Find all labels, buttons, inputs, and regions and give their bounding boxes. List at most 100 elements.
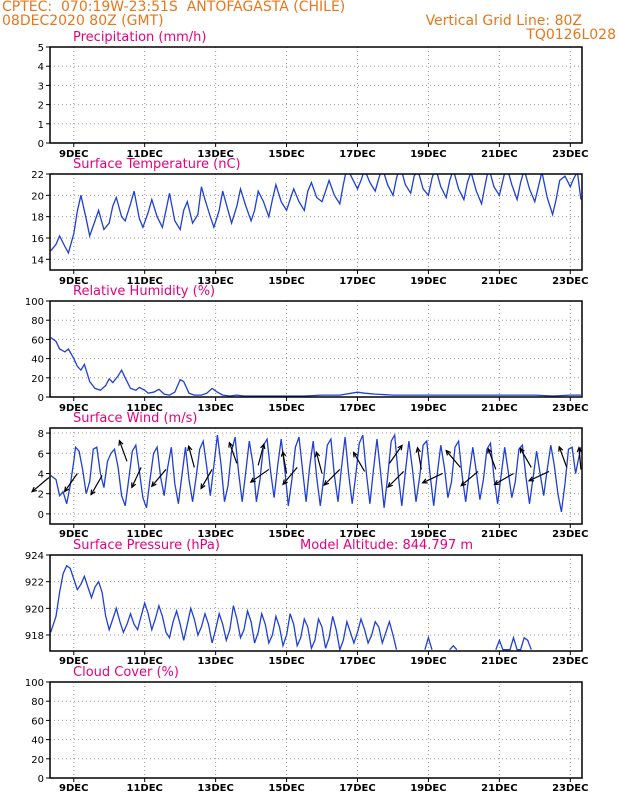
precip-xtick-label: 15DEC [268, 149, 304, 160]
cloud-panel: 0 20 40 60 80 100 9DEC 11DEC 13DEC 15DEC 17DEC 19DE… [25, 665, 589, 794]
wind-arrow-shaft [558, 446, 568, 468]
wind-arrow-head [249, 477, 256, 483]
wind-xtick-label: 15DEC [268, 529, 304, 540]
pressure-ytick-label: 922 [25, 578, 44, 589]
wind-arrow [314, 450, 323, 474]
rh-ytick-label: 40 [31, 355, 44, 366]
wind-arrow-shaft [388, 445, 403, 464]
wind-arrow [131, 467, 142, 489]
wind-arrow-shaft [131, 467, 142, 488]
wind-ytick-label: 2 [38, 490, 44, 501]
rh-xtick-label: 21DEC [481, 403, 517, 414]
wind-arrow-head [460, 480, 467, 487]
wind-arrow-head [558, 445, 564, 452]
pressure-xtick-label: 23DEC [552, 656, 588, 667]
cloud-xtick-label: 13DEC [197, 783, 233, 794]
precip-ytick-label: 1 [38, 120, 44, 131]
wind-frame [49, 427, 583, 525]
temp-xtick-label: 19DEC [410, 276, 446, 287]
rh-xtick-label: 23DEC [552, 403, 588, 414]
pressure-frame [49, 554, 583, 652]
wind-arrow-head [323, 480, 330, 486]
rh-ytick-label: 20 [31, 374, 44, 385]
wind-arrow-shaft [315, 452, 323, 474]
cloud-ytick-label: 100 [25, 678, 44, 689]
wind-arrow-head [200, 483, 206, 490]
wind-arrow [352, 451, 366, 472]
wind-arrow-head [314, 450, 321, 458]
header-grid-line: Vertical Grid Line: 80Z [425, 13, 582, 29]
pressure-xtick-label: 17DEC [339, 656, 375, 667]
cloud-ytick-label: 20 [31, 755, 44, 766]
precip-panel: 0 1 2 3 4 5 9DEC 11DEC 13DEC 15DEC 17DEC 19DEC 21DEC… [38, 30, 589, 160]
cloud-xtick-label: 11DEC [127, 783, 163, 794]
rh-ytick-label: 60 [31, 335, 44, 346]
temp-xtick-label: 13DEC [197, 276, 233, 287]
pressure-series-line-3 [495, 635, 532, 651]
wind-arrow-head [493, 480, 500, 486]
wind-ytick-label: 4 [38, 469, 44, 480]
rh-ytick-label: 100 [25, 297, 44, 308]
rh-xtick-label: 13DEC [197, 403, 233, 414]
wind-arrow [282, 467, 298, 486]
wind-arrow-shaft [250, 468, 270, 483]
wind-arrow-head [527, 476, 535, 482]
wind-arrow [63, 473, 78, 493]
wind-arrow-head [63, 486, 70, 493]
wind-arrow-head [228, 441, 234, 448]
temp-panel: 14 16 18 20 22 9DEC 11DEC 13DEC 15DEC 17DEC 19DEC 2… [31, 157, 588, 287]
wind-arrow-shaft [90, 475, 103, 495]
temp-ytick-label: 20 [31, 191, 44, 202]
wind-arrow-shaft [494, 472, 514, 485]
wind-arrow-head [397, 444, 403, 451]
cloud-ytick-label: 80 [31, 697, 44, 708]
cloud-xtick-label: 9DEC [59, 783, 88, 794]
wind-ytick-label: 8 [38, 429, 44, 440]
wind-arrow-shaft [200, 469, 213, 489]
wind-arrow-head [352, 451, 359, 458]
temp-ytick-label: 16 [31, 234, 44, 245]
wind-arrow [90, 475, 103, 496]
wind-title: Surface Wind (m/s) [73, 411, 197, 426]
pressure-annotation: Model Altitude: 844.797 m [300, 538, 473, 553]
wind-arrow-head [487, 447, 493, 454]
wind-arrow-shaft [578, 447, 582, 470]
wind-arrow [387, 471, 405, 488]
pressure-ytick-label: 924 [25, 551, 44, 562]
wind-arrow-head [31, 486, 38, 493]
precip-xtick-label: 13DEC [197, 149, 233, 160]
temp-xtick-label: 21DEC [481, 276, 517, 287]
rh-panel: 0 20 40 60 80 100 9DEC 11DEC 13DEC 15DEC 17DEC 19DE… [25, 284, 589, 414]
wind-arrow-shaft [323, 469, 341, 486]
wind-arrow-head [415, 446, 421, 453]
pressure-series-line-1 [424, 635, 433, 650]
rh-frame [49, 300, 583, 398]
wind-arrow-shaft [257, 443, 265, 466]
rh-ytick-label: 80 [31, 316, 44, 327]
rh-xtick-label: 9DEC [59, 403, 88, 414]
wind-arrow-head [187, 444, 193, 452]
wind-arrow [249, 468, 270, 483]
wind-arrow-shaft [282, 467, 298, 485]
temp-xtick-label: 15DEC [268, 276, 304, 287]
temp-xtick-label: 17DEC [339, 276, 375, 287]
cloud-xtick-label: 21DEC [481, 783, 517, 794]
pressure-xtick-label: 11DEC [127, 656, 163, 667]
cloud-xtick-label: 17DEC [339, 783, 375, 794]
wind-arrow-head [576, 446, 583, 453]
wind-arrow-shaft [282, 451, 288, 474]
wind-arrow-shaft [445, 450, 461, 468]
wind-arrow [388, 444, 403, 464]
temp-title: Surface Temperature (nC) [73, 157, 241, 172]
wind-xtick-label: 17DEC [339, 529, 375, 540]
wind-arrow-shaft [416, 447, 422, 470]
cloud-frame [49, 681, 583, 779]
pressure-series-line-2 [449, 644, 458, 651]
wind-arrow-head [445, 449, 452, 456]
precip-xtick-label: 19DEC [410, 149, 446, 160]
wind-arrow-shaft [31, 477, 50, 493]
wind-arrow [527, 470, 550, 482]
header-model-id: TQ0126L028 [526, 27, 616, 43]
temp-ytick-label: 22 [31, 170, 44, 181]
wind-arrow [118, 439, 128, 462]
